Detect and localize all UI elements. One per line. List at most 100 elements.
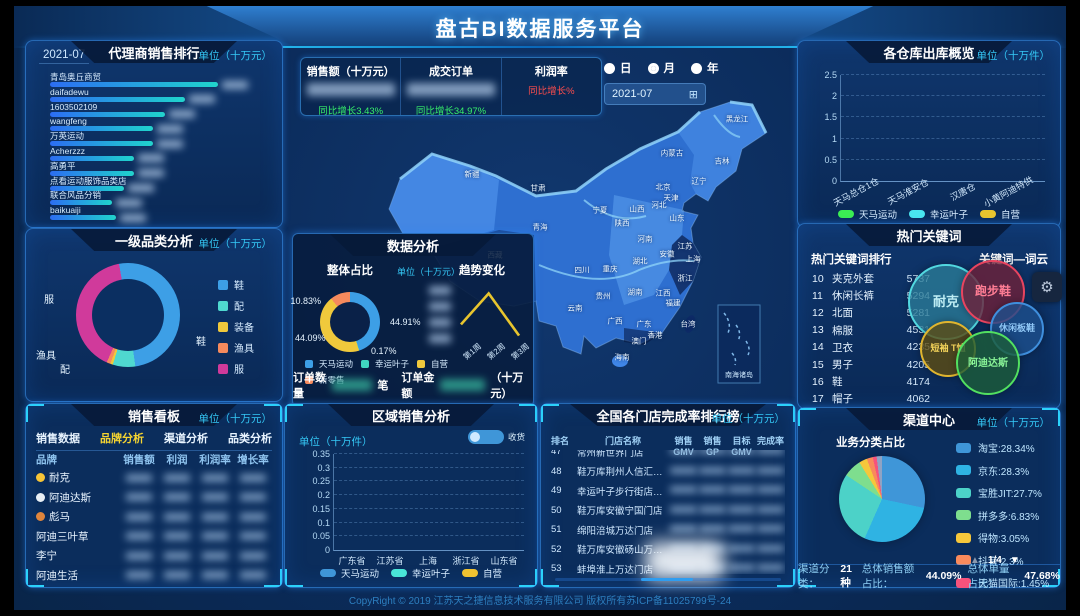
delivery-toggle[interactable]: 收货: [467, 430, 525, 444]
agent-label: Acherzzz: [50, 145, 85, 156]
keyword-row[interactable]: 14 卫衣 4235: [812, 339, 930, 356]
summary-label: 总体销售额占比：: [861, 563, 915, 590]
tab-渠道分析[interactable]: 渠道分析: [164, 433, 208, 445]
value-cell: [669, 450, 698, 457]
value-cell: [120, 527, 158, 545]
page-up-button[interactable]: ▲: [970, 555, 980, 566]
blurred-value: [240, 473, 266, 482]
radio-option[interactable]: 年: [691, 60, 719, 76]
toggle-knob: [469, 432, 480, 442]
legend-label: 幸运叶子: [375, 359, 410, 369]
agent-bar[interactable]: [50, 82, 219, 87]
province-label: 安徽: [659, 249, 675, 259]
region-legend: 天马运动 幸运叶子 自营: [285, 566, 537, 580]
axis-label: 浙江省: [452, 556, 480, 566]
table-row[interactable]: 48 鞋万库荆州人信汇门店: [551, 462, 785, 482]
legend-item[interactable]: 抖音:2.3%: [956, 553, 1049, 568]
unit-label: 单位（十万件）: [976, 50, 1051, 62]
legend-item[interactable]: 得物:3.05%: [956, 530, 1049, 545]
legend-swatch: [218, 279, 228, 290]
keyword-row[interactable]: 17 帽子 4062: [812, 390, 930, 407]
table-row[interactable]: 李宁: [36, 546, 272, 566]
blurred-value: [164, 571, 190, 580]
agent-label: 青岛奥丘商贸: [50, 72, 102, 82]
legend-item[interactable]: 京东:28.3%: [956, 463, 1049, 478]
rank-cell: 51: [551, 524, 562, 536]
toggle-pill[interactable]: [467, 430, 504, 444]
blurred-axis-value: [429, 334, 451, 343]
agent-bar[interactable]: [50, 111, 165, 117]
legend-item[interactable]: 宝胜JIT:27.7%: [956, 485, 1049, 500]
keyword-row[interactable]: 13 棉服 4531: [812, 322, 930, 339]
warehouse-bar-chart[interactable]: 0 0.5 1 1.5 2 2.5: [824, 70, 1045, 186]
panel-store-ranking: 全国各门店完成率排行榜 单位（十万元） 排名门店名称销售GMV销售GP目标GMV…: [540, 403, 796, 588]
province-label: 山东: [669, 213, 685, 223]
province-label: 台湾: [680, 319, 696, 329]
period-label[interactable]: 2021-07: [39, 49, 90, 64]
keyword-rank: 15: [812, 358, 824, 371]
blurred-value: [202, 551, 228, 560]
page-down-button[interactable]: ▼: [1009, 555, 1020, 566]
keyword-bubble[interactable]: 休闲板鞋: [990, 302, 1044, 356]
scrollbar-thumb[interactable]: [640, 578, 693, 581]
keyword-bubble[interactable]: 跑步鞋: [961, 260, 1025, 324]
tab-品类分析[interactable]: 品类分析: [228, 433, 272, 445]
legend-item[interactable]: 天猫国际:1.45%: [956, 575, 1049, 590]
horizontal-scrollbar[interactable]: [555, 578, 781, 581]
keyword-row[interactable]: 15 男子 4205: [812, 356, 930, 373]
inset-label: 南海诸岛: [725, 372, 753, 379]
radio-option[interactable]: 月: [647, 60, 675, 76]
tab-品牌分析[interactable]: 品牌分析: [100, 433, 144, 445]
agent-bar[interactable]: [50, 200, 113, 206]
tab-销售数据[interactable]: 销售数据: [36, 433, 80, 445]
table-row[interactable]: 阿迪达斯: [36, 488, 272, 508]
legend-label: 装备: [234, 323, 254, 334]
province-label: 海南: [614, 352, 630, 362]
table-row[interactable]: 彪马: [36, 507, 272, 527]
table-row[interactable]: 50 鞋万库安徽宁国门店: [551, 501, 785, 521]
table-row[interactable]: 49 幸运叶子步行街店门店: [551, 481, 785, 501]
blurred-value: [126, 512, 152, 521]
channel-pie-chart[interactable]: [839, 456, 925, 542]
settings-button[interactable]: ⚙: [1032, 272, 1062, 302]
orders-suffix: 笔: [377, 380, 389, 392]
agent-row: daifadewu: [50, 87, 266, 104]
table-row[interactable]: 51 绵阳涪城万达门店: [551, 520, 785, 540]
keyword-rank: 13: [812, 324, 824, 337]
rank-cell: 48: [551, 465, 562, 477]
radio-option[interactable]: 日: [604, 60, 632, 76]
agent-bar[interactable]: [50, 155, 135, 161]
table-row[interactable]: 阿迪生活: [36, 566, 272, 586]
keyword-bubble[interactable]: 阿迪达斯: [956, 331, 1020, 395]
legend-label: 天马运动: [319, 359, 354, 369]
agent-bar[interactable]: [50, 141, 153, 147]
legend-item: 自营: [417, 358, 448, 370]
blurred-value: [126, 493, 152, 502]
value-cell: [727, 466, 756, 477]
date-picker[interactable]: 2021-07 ⊞: [604, 83, 706, 105]
dashboard-canvas: 盘古BI数据服务平台 代理商销售排行 2021-07 单位（十万元） 青岛奥丘商…: [14, 6, 1066, 610]
legend-item[interactable]: 拼多多:6.83%: [956, 508, 1049, 523]
table-row[interactable]: 耐克: [36, 468, 272, 488]
gear-icon: ⚙: [1040, 279, 1054, 296]
legend-item[interactable]: 淘宝:28.34%: [956, 440, 1049, 455]
agent-bar[interactable]: [50, 126, 153, 132]
value-cell: [727, 505, 756, 516]
table-row[interactable]: 47 常州新世界门店: [551, 450, 785, 462]
table-row[interactable]: 阿迪三叶草: [36, 527, 272, 547]
region-bar-chart[interactable]: 0 0.05 0.1 0.15 0.2 0.25 0.3 0.35: [312, 449, 524, 555]
blurred-value: [156, 124, 183, 133]
agent-bar[interactable]: [50, 185, 125, 191]
agent-bar[interactable]: [50, 96, 185, 102]
agent-label: 联合风品分销: [50, 190, 102, 201]
agent-bar[interactable]: [50, 215, 116, 221]
kpi-title: 成交订单: [428, 66, 473, 78]
agent-label: 点看运动服饰品类店: [50, 175, 127, 186]
summary-label: 渠道分类：: [798, 563, 830, 590]
unit-label: 单位（十万元）: [976, 417, 1051, 429]
summary-value: 44.09%: [925, 570, 962, 582]
keyword-row[interactable]: 16 鞋 4174: [812, 373, 930, 390]
agent-bar[interactable]: [50, 170, 135, 176]
column-header: 利润率: [199, 454, 231, 466]
trend-line-chart[interactable]: [457, 286, 523, 348]
